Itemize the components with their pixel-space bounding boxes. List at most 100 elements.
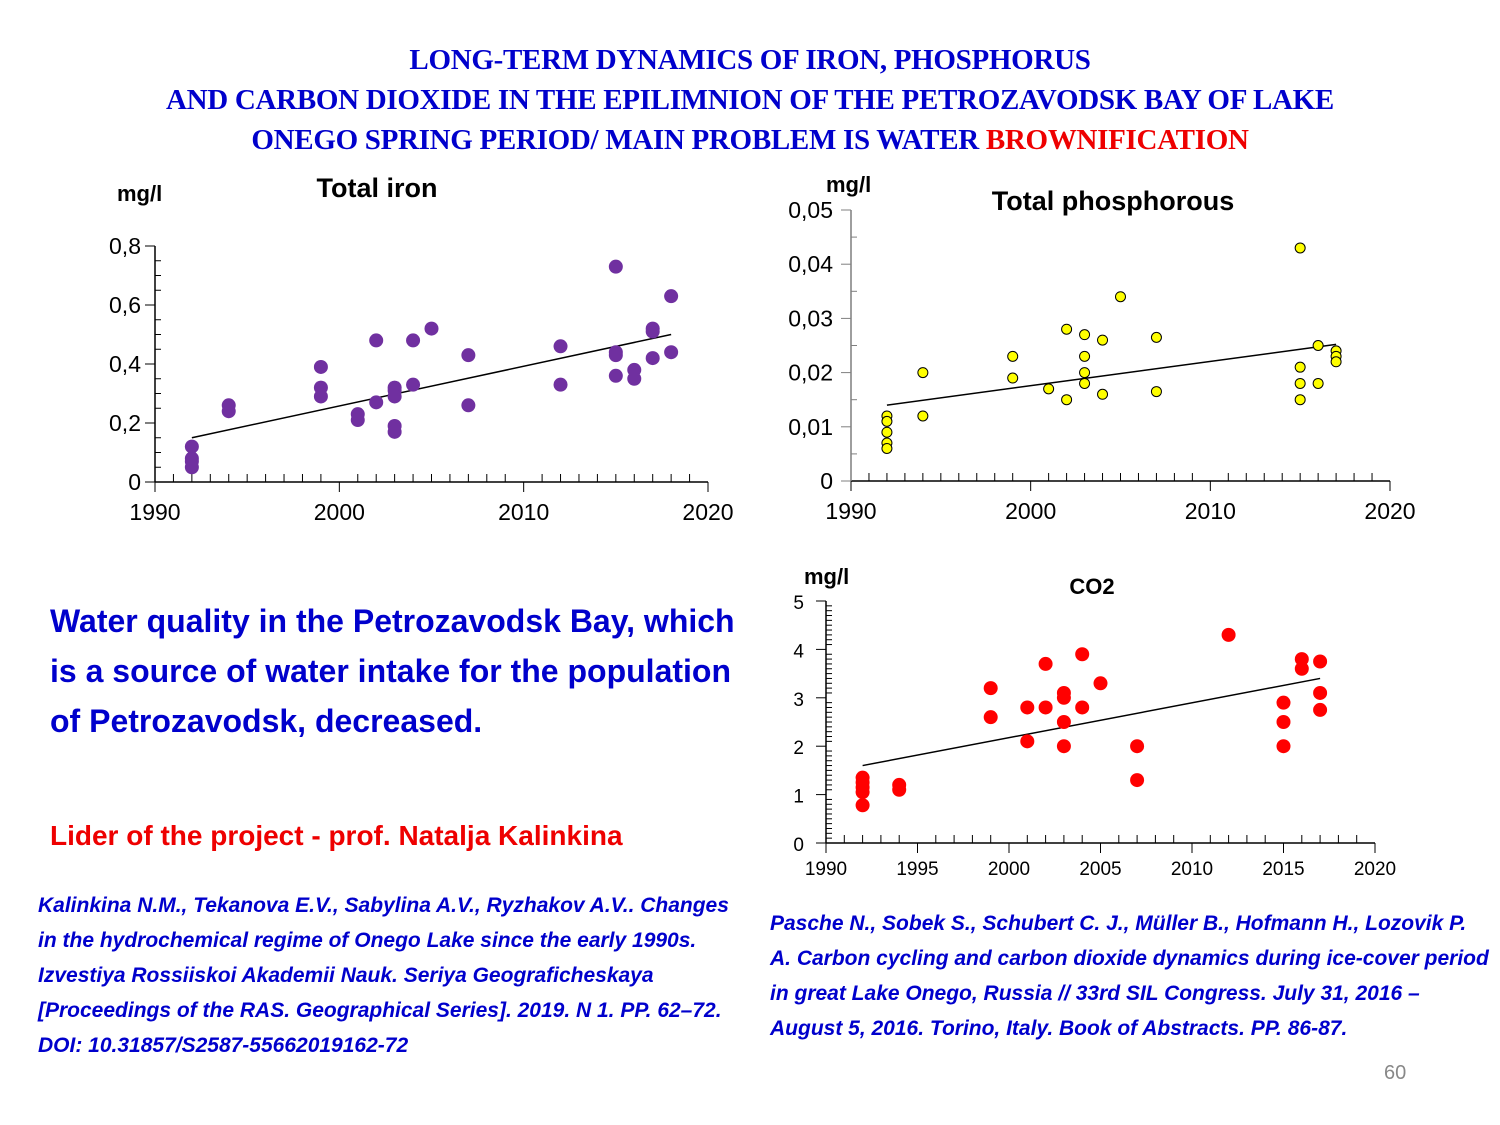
co2-data-point bbox=[855, 785, 870, 800]
iron-y-tick-label: 0,2 bbox=[109, 410, 141, 436]
co2-x-tick-label: 2005 bbox=[1079, 859, 1121, 880]
iron-y-tick-label: 0,6 bbox=[109, 292, 141, 318]
phosphorus-y-tick-label: 0,03 bbox=[788, 305, 833, 331]
phosphorus-data-point bbox=[881, 426, 893, 438]
title-line-3: ONEGO SPRING PERIOD/ MAIN PROBLEM IS WAT… bbox=[0, 120, 1500, 160]
iron-data-point bbox=[387, 389, 402, 404]
co2-data-point bbox=[1038, 700, 1053, 715]
slide-title: LONG-TERM DYNAMICS OF IRON, PHOSPHORUS A… bbox=[0, 40, 1500, 160]
phosphorus-data-point bbox=[1079, 367, 1091, 379]
co2-x-tick-label: 2000 bbox=[988, 859, 1030, 880]
co2-data-point bbox=[983, 681, 998, 696]
iron-data-point bbox=[608, 259, 623, 274]
co2-data-point bbox=[1276, 739, 1291, 754]
phosphorus-data-point bbox=[1312, 377, 1324, 389]
co2-data-point bbox=[1038, 656, 1053, 671]
phosphorus-data-point bbox=[1061, 394, 1073, 406]
co2-data-point bbox=[1130, 739, 1145, 754]
iron-data-point bbox=[313, 359, 328, 374]
iron-marks: 1990 2000 2010 2020 0 0,2 0,4 0,6 0,8 bbox=[109, 233, 734, 525]
co2-x-tick-label: 2010 bbox=[1171, 859, 1213, 880]
co2-x-tick-label: 2020 bbox=[1354, 859, 1396, 880]
phosphorus-data-point bbox=[917, 367, 929, 379]
iron-data-point bbox=[608, 368, 623, 383]
co2-data-point bbox=[1056, 739, 1071, 754]
phosphorus-data-point bbox=[1097, 388, 1109, 400]
co2-y-tick-label: 5 bbox=[793, 593, 804, 614]
co2-data-point bbox=[892, 782, 907, 797]
phosphorus-data-point bbox=[881, 415, 893, 427]
iron-data-point bbox=[664, 345, 679, 360]
page-number: 60 bbox=[1384, 1062, 1407, 1084]
iron-x-tick-label: 2000 bbox=[314, 499, 365, 525]
co2-data-point bbox=[855, 798, 870, 813]
iron-unit-label: mg/l bbox=[117, 181, 162, 206]
co2-data-point bbox=[1130, 773, 1145, 788]
iron-chart-title: Total iron bbox=[317, 173, 438, 203]
iron-data-point bbox=[645, 324, 660, 339]
reference-kalinkina: Kalinkina N.M., Tekanova E.V., Sabylina … bbox=[38, 894, 729, 1057]
phosphorus-x-tick-label: 2020 bbox=[1364, 498, 1415, 524]
phosphorus-unit-label: mg/l bbox=[826, 172, 871, 197]
co2-data-point bbox=[1276, 715, 1291, 729]
reference-pasche: Pasche N., Sobek S., Schubert C. J., Mül… bbox=[770, 912, 1489, 1040]
phosphorus-y-tick-label: 0,05 bbox=[788, 197, 833, 223]
phosphorus-data-point bbox=[1061, 323, 1073, 335]
phosphorus-y-tick-label: 0,04 bbox=[788, 251, 833, 277]
phosphorus-data-point bbox=[1007, 350, 1019, 362]
phosphorus-data-point bbox=[1294, 394, 1306, 406]
phosphorus-data-point bbox=[1079, 350, 1091, 362]
co2-x-tick-label: 1995 bbox=[896, 859, 938, 880]
title-highlight: BROWNIFICATION bbox=[985, 124, 1249, 156]
co2-data-point bbox=[1020, 734, 1035, 749]
iron-data-point bbox=[184, 460, 199, 475]
iron-data-point bbox=[387, 424, 402, 439]
co2-data-point bbox=[1294, 652, 1309, 667]
co2-data-point bbox=[1075, 647, 1090, 662]
phosphorus-data-point bbox=[1043, 383, 1055, 395]
phosphorus-y-tick-label: 0,02 bbox=[788, 360, 833, 386]
phosphorus-data-point bbox=[1294, 377, 1306, 389]
phosphorus-trendline bbox=[886, 343, 1337, 406]
co2-unit-label: mg/l bbox=[804, 564, 849, 589]
phosphorus-data-point bbox=[1115, 291, 1126, 303]
phosphorus-data-point bbox=[1330, 356, 1342, 368]
iron-y-tick-label: 0,8 bbox=[109, 233, 141, 259]
phosphorus-x-tick-label: 2000 bbox=[1005, 498, 1056, 524]
iron-data-point bbox=[645, 351, 660, 366]
iron-data-point bbox=[553, 377, 568, 392]
iron-data-point bbox=[184, 439, 199, 454]
phosphorus-x-tick-label: 2010 bbox=[1185, 498, 1236, 524]
water-quality-note: Water quality in the Petrozavodsk Bay, w… bbox=[50, 603, 735, 739]
co2-y-tick-label: 2 bbox=[793, 738, 804, 759]
phosphorus-data-point bbox=[917, 410, 929, 422]
co2-y-tick-label: 1 bbox=[793, 787, 804, 808]
co2-data-point bbox=[1294, 661, 1309, 676]
iron-x-tick-label: 2020 bbox=[682, 499, 733, 525]
iron-data-point bbox=[461, 348, 476, 363]
title-line-1: LONG-TERM DYNAMICS OF IRON, PHOSPHORUS bbox=[409, 44, 1091, 76]
co2-data-point bbox=[1313, 702, 1328, 717]
iron-data-point bbox=[406, 377, 421, 392]
phosphorus-data-point bbox=[1294, 361, 1306, 373]
phosphorus-y-tick-label: 0 bbox=[820, 468, 833, 494]
iron-data-point bbox=[369, 395, 384, 410]
co2-data-point bbox=[1056, 690, 1071, 705]
iron-data-point bbox=[424, 321, 439, 336]
co2-data-point bbox=[1075, 700, 1090, 715]
iron-data-point bbox=[461, 398, 476, 413]
co2-data-point bbox=[1313, 654, 1328, 669]
co2-trendline bbox=[862, 677, 1321, 767]
co2-x-tick-label: 1990 bbox=[805, 859, 847, 880]
co2-data-point bbox=[1056, 715, 1071, 729]
phosphorus-chart-title: Total phosphorous bbox=[992, 186, 1234, 216]
title-line-3-text: ONEGO SPRING PERIOD/ MAIN PROBLEM IS WAT… bbox=[251, 124, 986, 156]
iron-data-point bbox=[664, 289, 679, 304]
phosphorus-data-point bbox=[1150, 331, 1162, 343]
iron-data-point bbox=[350, 413, 365, 428]
phosphorus-data-point bbox=[1079, 377, 1091, 389]
phosphorus-data-point bbox=[1312, 340, 1324, 351]
iron-data-point bbox=[553, 339, 568, 354]
